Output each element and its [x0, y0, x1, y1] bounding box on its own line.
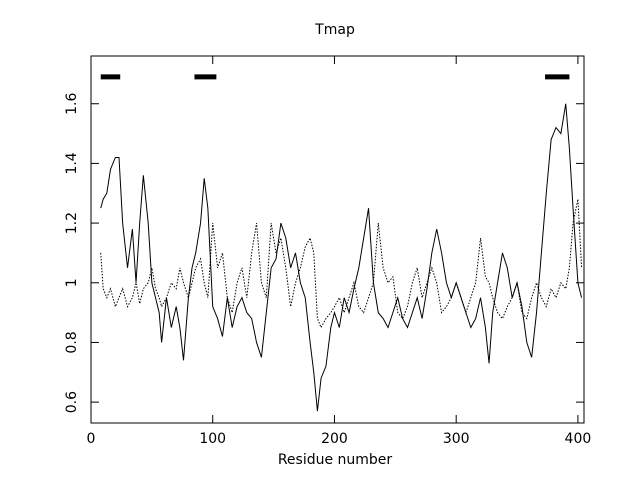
x-axis-label: Residue number — [278, 452, 393, 468]
x-tick-label: 0 — [87, 431, 96, 447]
chart-title: Tmap — [314, 22, 355, 38]
x-tick-label: 300 — [443, 431, 470, 447]
y-tick-label: 0.8 — [64, 331, 80, 353]
x-tick-label: 200 — [321, 431, 348, 447]
plot-frame — [90, 55, 585, 424]
y-tick-label: 1.4 — [64, 152, 80, 174]
series-line — [100, 199, 583, 329]
x-tick-label: 400 — [565, 431, 592, 447]
y-tick-label: 0.6 — [64, 391, 80, 413]
y-tick-label: 1.2 — [64, 212, 80, 234]
series-line — [100, 103, 583, 412]
y-tick-label: 1 — [64, 278, 80, 287]
x-tick-label: 100 — [199, 431, 226, 447]
y-tick-label: 1.6 — [64, 93, 80, 115]
